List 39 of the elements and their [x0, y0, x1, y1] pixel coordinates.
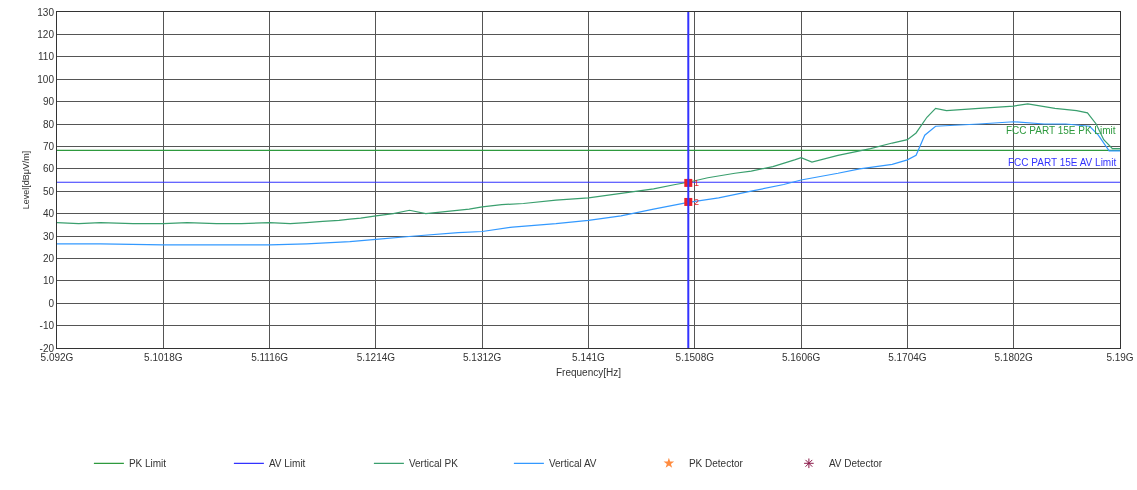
x-tick-label: 5.092G [40, 352, 74, 363]
x-axis-title: Frequency[Hz] [555, 366, 622, 378]
x-tick-label: 5.1116G [251, 352, 289, 363]
y-tick-label: 80 [42, 118, 55, 130]
y-tick-label: 120 [37, 28, 55, 40]
x-tick-label: 5.1214G [356, 352, 396, 363]
legend-label: Vertical PK [408, 458, 459, 470]
y-tick-label: 90 [42, 96, 55, 108]
y-tick-label: -10 [39, 320, 55, 332]
y-axis-title: Level[dBμV/m] [20, 150, 31, 210]
legend-label: PK Detector [688, 458, 744, 470]
legend-label: Vertical AV [548, 458, 597, 470]
legend-label: AV Detector [828, 458, 883, 470]
annotation: 2 [694, 197, 700, 207]
x-tick-label: 5.1018G [144, 352, 183, 363]
y-tick-label: 10 [42, 275, 55, 287]
legend-label: PK Limit [128, 458, 167, 470]
legend-label: AV Limit [268, 458, 306, 470]
y-tick-label: 100 [37, 73, 55, 85]
y-tick-label: 110 [38, 51, 55, 63]
y-tick-label: 50 [42, 185, 55, 197]
y-tick-label: 60 [42, 163, 55, 175]
x-tick-label: 5.1312G [463, 352, 502, 363]
x-tick-label: 5.141G [572, 352, 606, 363]
x-tick-label: 5.1606G [781, 352, 821, 363]
y-tick-label: 70 [42, 140, 55, 152]
y-tick-label: -20 [39, 342, 55, 354]
line-series [57, 121, 1120, 246]
y-tick-label: 30 [42, 230, 55, 242]
y-tick-label: 0 [48, 297, 55, 309]
x-tick-label: 5.1704G [888, 352, 927, 363]
y-tick-label: 20 [42, 252, 55, 264]
annotation: 1 [694, 178, 700, 188]
x-tick-label: 5.19G [1106, 352, 1134, 363]
x-tick-label: 5.1802G [994, 352, 1034, 363]
x-tick-label: 5.1508G [675, 352, 715, 363]
line-series [57, 103, 1120, 225]
y-tick-label: 40 [42, 208, 55, 220]
y-tick-label: 130 [37, 6, 55, 18]
